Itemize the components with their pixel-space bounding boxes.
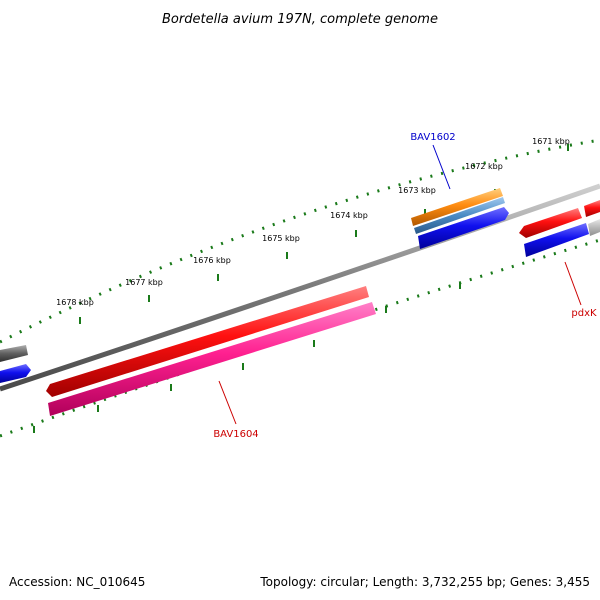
gene-pdxk bbox=[524, 223, 589, 257]
label-bav1602: BAV1602 bbox=[410, 132, 455, 143]
gene-bav1602-orange bbox=[411, 188, 503, 226]
bav1604-leader bbox=[218, 380, 237, 425]
gene-gray-left bbox=[0, 345, 28, 362]
bav1602-leader bbox=[432, 144, 451, 190]
kbp-label-1675: 1675 kbp bbox=[262, 234, 300, 243]
gene-bav1604 bbox=[48, 302, 376, 416]
kbp-label-1674: 1674 kbp bbox=[330, 211, 368, 220]
kbp-label-1676: 1676 kbp bbox=[193, 256, 231, 265]
gene-steel bbox=[414, 197, 505, 234]
gene-red-far-right bbox=[584, 200, 600, 217]
kbp-label-1672: 1672 kbp bbox=[465, 162, 503, 171]
scale-ring-inner bbox=[0, 238, 600, 438]
gene-red-right bbox=[519, 208, 582, 238]
gene-gray-far-right bbox=[588, 219, 600, 236]
kbp-label-1671: 1671 kbp bbox=[532, 137, 570, 146]
gene-blue-mid bbox=[418, 207, 509, 249]
map-title: Bordetella avium 197N, complete genome bbox=[162, 12, 438, 27]
label-bav1604: BAV1604 bbox=[213, 429, 258, 440]
accession-text: Accession: NC_010645 bbox=[9, 575, 146, 589]
gene-red-long bbox=[46, 286, 369, 397]
pdxk-leader bbox=[564, 261, 582, 306]
kbp-label-1678: 1678 kbp bbox=[56, 298, 94, 307]
inner-major-ticks bbox=[33, 282, 461, 433]
major-ticks bbox=[79, 144, 569, 324]
label-pdxk: pdxK bbox=[571, 308, 597, 319]
genome-backbone bbox=[0, 183, 600, 392]
topology-text: Topology: circular; Length: 3,732,255 bp… bbox=[260, 575, 590, 589]
kbp-label-1673: 1673 kbp bbox=[398, 186, 436, 195]
gene-blue-left bbox=[0, 364, 31, 383]
kbp-label-1677: 1677 kbp bbox=[125, 278, 163, 287]
